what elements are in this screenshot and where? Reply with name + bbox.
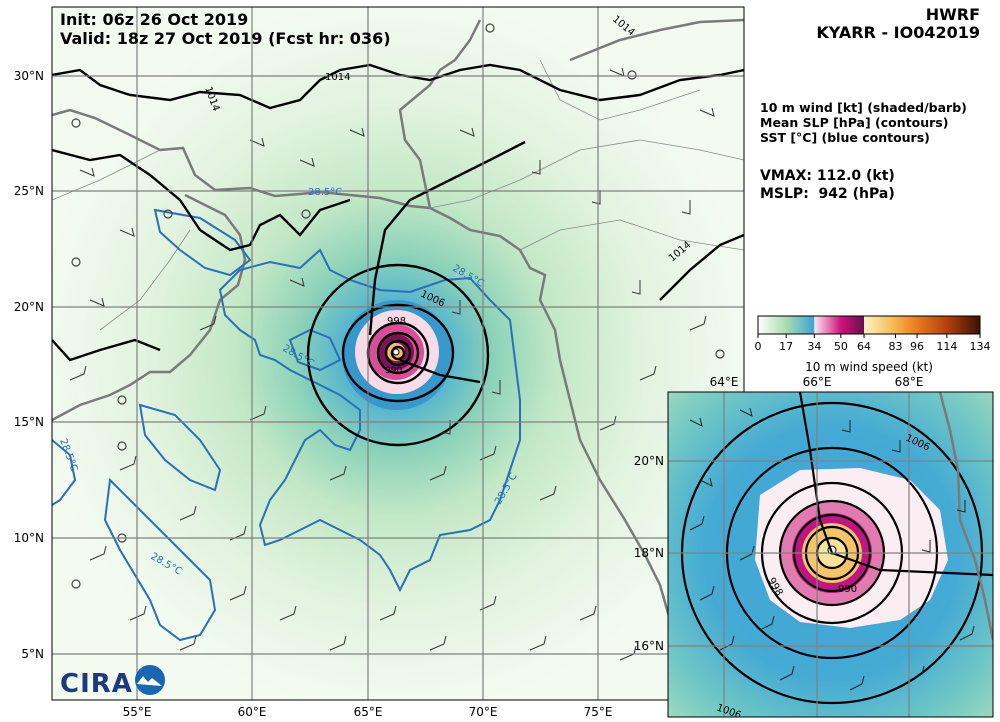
slp-track-east bbox=[399, 358, 481, 384]
colorbar-tick-label: 50 bbox=[834, 340, 848, 353]
colorbar-tick-label: 17 bbox=[779, 340, 793, 353]
inset-lon-label-68: 68°E bbox=[895, 375, 924, 389]
main-gridlines bbox=[52, 7, 744, 700]
slp-contour-1014-east bbox=[659, 233, 744, 301]
cira-logo: CIRA bbox=[60, 665, 165, 699]
inset-gridlines bbox=[668, 392, 993, 717]
colorbar-tick-label: 96 bbox=[910, 340, 924, 353]
colorbar-tick-label: 134 bbox=[970, 340, 991, 353]
legend-field-wind: 10 m wind [kt] (shaded/barb) bbox=[760, 100, 967, 115]
slp-contour-1014-north bbox=[52, 63, 744, 110]
inset-lat-label-16: 16°N bbox=[634, 639, 664, 653]
coastlines bbox=[52, 18, 744, 700]
lat-label-25: 25°N bbox=[14, 184, 44, 198]
slp-track-north bbox=[368, 140, 526, 336]
colorbar-tick-label: 64 bbox=[857, 340, 871, 353]
coastline-far-north bbox=[569, 18, 744, 62]
main-map: 1014 1014 1014 1014 1006 998 990 28.5°C … bbox=[52, 7, 744, 700]
lat-label-15: 15°N bbox=[14, 415, 44, 429]
coastline-north-east bbox=[52, 108, 672, 700]
political-borders bbox=[52, 59, 744, 331]
model-name-label: HWRF bbox=[925, 5, 980, 24]
lat-label-30: 30°N bbox=[14, 69, 44, 83]
slp-contour-1014-sw bbox=[52, 338, 161, 362]
lon-label-60: 60°E bbox=[238, 705, 267, 719]
inset-lat-label-18: 18°N bbox=[634, 546, 664, 560]
sst-contour-inner bbox=[288, 328, 342, 372]
slp-contour-1006-outer bbox=[306, 263, 490, 447]
inset-track-east bbox=[831, 551, 993, 577]
inset-lat-label-20: 20°N bbox=[634, 454, 664, 468]
coastline-arabia bbox=[52, 193, 247, 422]
init-time-label: Init: 06z 26 Oct 2019 bbox=[60, 10, 249, 29]
slp-contour-1014-west bbox=[52, 148, 351, 252]
inset-track-north bbox=[798, 392, 834, 554]
station-markers bbox=[71, 23, 725, 589]
lon-label-55: 55°E bbox=[123, 705, 152, 719]
legend-field-sst: SST [°C] (blue contours) bbox=[760, 130, 930, 145]
colorbar-ticks: 0 17 34 50 64 83 96 114 134 bbox=[755, 334, 991, 353]
main-map-frame bbox=[51, 6, 745, 701]
lat-label-5: 5°N bbox=[21, 647, 44, 661]
cira-logo-text: CIRA bbox=[60, 669, 133, 699]
lat-label-10: 10°N bbox=[14, 531, 44, 545]
inset-lon-label-64: 64°E bbox=[710, 375, 739, 389]
lon-label-70: 70°E bbox=[469, 705, 498, 719]
colorbar bbox=[757, 315, 981, 335]
inset-wind-barbs bbox=[689, 407, 975, 691]
coastline-indus bbox=[398, 19, 482, 209]
sst-contour-south bbox=[103, 477, 217, 642]
sst-contours bbox=[52, 208, 521, 642]
sst-contour-sw bbox=[138, 403, 222, 492]
slp-contours bbox=[52, 63, 744, 447]
wind-barbs bbox=[69, 67, 717, 661]
legend-field-slp: Mean SLP [hPa] (contours) bbox=[760, 115, 949, 130]
sst-contour-west bbox=[52, 439, 77, 506]
colorbar-tick-label: 0 bbox=[755, 340, 762, 353]
inset-coastline bbox=[938, 392, 993, 641]
slp-label-990: 990 bbox=[385, 366, 402, 376]
main-axis-labels: 30°N 25°N 20°N 15°N 10°N 5°N 55°E 60°E 6… bbox=[14, 69, 613, 719]
slp-label-998: 998 bbox=[387, 316, 406, 327]
lon-label-65: 65°E bbox=[354, 705, 383, 719]
inset-map: 1006 998 990 1006 bbox=[668, 392, 993, 717]
cira-logo-mountains bbox=[137, 676, 162, 686]
colorbar-tick-label: 83 bbox=[889, 340, 903, 353]
inset-lon-label-66: 66°E bbox=[803, 375, 832, 389]
valid-time-label: Valid: 18z 27 Oct 2019 (Fcst hr: 036) bbox=[60, 29, 391, 48]
sst-contour-gulf bbox=[153, 208, 252, 277]
slp-contour-974 bbox=[390, 345, 406, 361]
inset-slp-label-990: 990 bbox=[838, 584, 857, 595]
sst-label-a: 28.5°C bbox=[308, 187, 342, 198]
mslp-value: MSLP: 942 (hPa) bbox=[760, 186, 895, 202]
slp-contour-982 bbox=[384, 339, 412, 367]
slp-contour-1006 bbox=[341, 303, 455, 403]
storm-name-label: KYARR - IO042019 bbox=[816, 23, 980, 42]
colorbar-label: 10 m wind speed (kt) bbox=[805, 360, 933, 374]
inset-map-frame bbox=[667, 391, 994, 718]
inset-axis-labels: 20°N 18°N 16°N 64°E 66°E 68°E bbox=[634, 375, 924, 653]
slp-label-1014-a: 1014 bbox=[325, 72, 350, 83]
colorbar-tick-label: 34 bbox=[807, 340, 821, 353]
slp-contour-990 bbox=[376, 331, 420, 375]
sst-contour-main bbox=[218, 248, 521, 593]
colorbar-tick-label: 114 bbox=[936, 340, 957, 353]
lon-label-75: 75°E bbox=[584, 705, 613, 719]
lat-label-20: 20°N bbox=[14, 300, 44, 314]
vmax-value: VMAX: 112.0 (kt) bbox=[760, 168, 895, 184]
